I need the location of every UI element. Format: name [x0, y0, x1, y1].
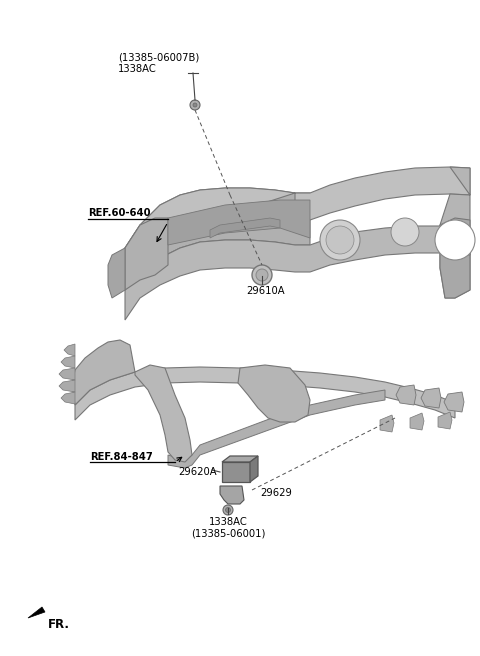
Text: 29629: 29629 — [260, 488, 292, 498]
Circle shape — [226, 508, 230, 512]
Polygon shape — [135, 365, 192, 462]
Polygon shape — [440, 167, 470, 298]
Circle shape — [252, 265, 272, 285]
Polygon shape — [28, 607, 45, 618]
Text: 29620A: 29620A — [178, 467, 216, 477]
Polygon shape — [168, 200, 310, 245]
Polygon shape — [125, 226, 470, 320]
Polygon shape — [72, 340, 135, 405]
Circle shape — [190, 100, 200, 110]
Polygon shape — [238, 365, 310, 422]
Polygon shape — [421, 388, 441, 408]
Text: (13385-06001): (13385-06001) — [191, 529, 265, 539]
Polygon shape — [59, 368, 75, 380]
Polygon shape — [380, 415, 394, 432]
Text: 1338AC: 1338AC — [118, 64, 157, 74]
Circle shape — [435, 220, 475, 260]
Polygon shape — [61, 392, 75, 404]
Polygon shape — [210, 218, 280, 238]
Circle shape — [223, 505, 233, 515]
Polygon shape — [250, 456, 258, 482]
Circle shape — [256, 269, 268, 281]
Polygon shape — [61, 356, 75, 368]
Text: 1338AC: 1338AC — [209, 517, 247, 527]
Text: 29610A: 29610A — [246, 286, 285, 296]
Polygon shape — [396, 385, 416, 405]
Polygon shape — [222, 462, 250, 482]
Polygon shape — [75, 367, 455, 420]
Polygon shape — [438, 412, 452, 429]
Polygon shape — [125, 188, 310, 290]
Polygon shape — [168, 390, 385, 468]
Polygon shape — [125, 218, 168, 290]
Text: REF.60-640: REF.60-640 — [88, 208, 151, 218]
Polygon shape — [440, 218, 470, 298]
Polygon shape — [64, 344, 75, 356]
Polygon shape — [220, 486, 244, 504]
Polygon shape — [410, 413, 424, 430]
Text: REF.84-847: REF.84-847 — [90, 452, 153, 462]
Circle shape — [326, 226, 354, 254]
Polygon shape — [444, 392, 464, 412]
Polygon shape — [108, 248, 125, 298]
Circle shape — [391, 218, 419, 246]
Polygon shape — [59, 380, 75, 392]
Circle shape — [193, 103, 197, 107]
Polygon shape — [125, 167, 470, 248]
Circle shape — [320, 220, 360, 260]
Polygon shape — [222, 456, 258, 462]
Text: (13385-06007B): (13385-06007B) — [118, 52, 199, 62]
Text: FR.: FR. — [48, 617, 70, 630]
